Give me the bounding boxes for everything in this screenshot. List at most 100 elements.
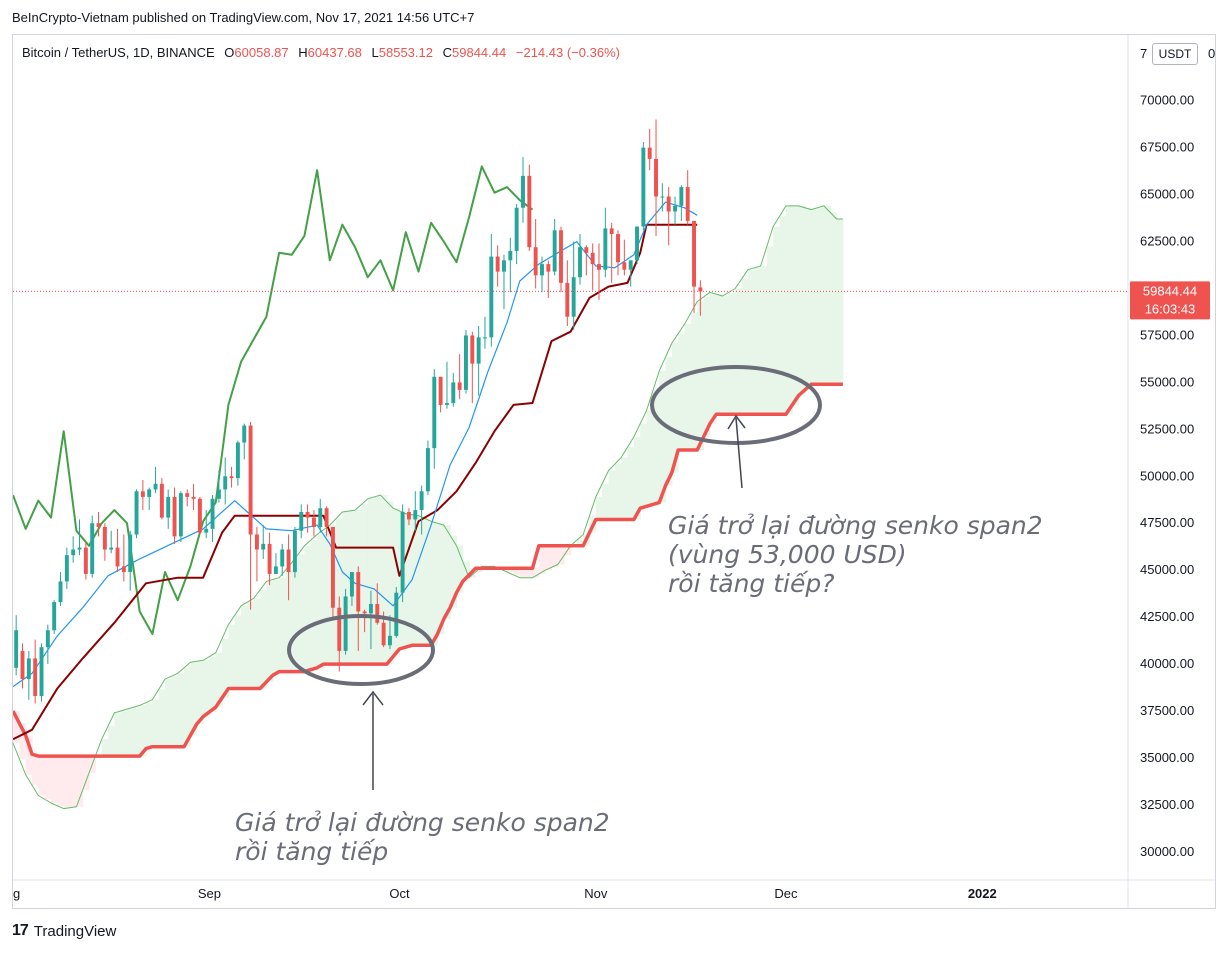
candle[interactable] <box>134 489 139 539</box>
candle[interactable] <box>343 588 348 655</box>
candle[interactable] <box>438 376 443 413</box>
candle[interactable] <box>210 495 215 542</box>
candle[interactable] <box>20 643 25 689</box>
candle[interactable] <box>305 504 310 533</box>
candle[interactable] <box>356 566 361 651</box>
ellipse-drawing[interactable] <box>650 365 822 445</box>
candle[interactable] <box>444 361 449 409</box>
candle[interactable] <box>609 222 614 283</box>
candle[interactable] <box>559 226 563 293</box>
candle[interactable] <box>476 326 481 396</box>
candle[interactable] <box>622 239 627 276</box>
candle[interactable] <box>216 470 221 503</box>
candle[interactable] <box>685 170 690 225</box>
candle[interactable] <box>571 241 576 330</box>
candle[interactable] <box>254 526 259 582</box>
candle[interactable] <box>52 600 57 635</box>
candle[interactable] <box>464 329 468 394</box>
candle[interactable] <box>635 226 639 265</box>
candle[interactable] <box>242 423 247 460</box>
candle[interactable] <box>229 466 234 488</box>
candle[interactable] <box>641 142 646 231</box>
candle[interactable] <box>679 185 684 221</box>
candle[interactable] <box>96 511 101 537</box>
candle[interactable] <box>159 478 164 520</box>
candle[interactable] <box>286 534 291 601</box>
candle[interactable] <box>185 489 190 507</box>
candle[interactable] <box>166 489 171 529</box>
candle[interactable] <box>324 506 329 537</box>
candle[interactable] <box>349 572 354 606</box>
candle[interactable] <box>533 219 538 289</box>
candle[interactable] <box>121 534 126 582</box>
candle[interactable] <box>77 519 82 556</box>
candle[interactable] <box>489 234 494 347</box>
candle[interactable] <box>502 254 506 310</box>
candle[interactable] <box>147 487 152 511</box>
candle[interactable] <box>584 245 589 276</box>
currency-button[interactable]: USDT <box>1152 43 1198 65</box>
candle[interactable] <box>299 504 304 539</box>
candle[interactable] <box>470 331 475 404</box>
candle[interactable] <box>647 128 652 171</box>
candle[interactable] <box>330 526 335 618</box>
candle[interactable] <box>273 553 278 574</box>
candle[interactable] <box>248 421 253 610</box>
candle[interactable] <box>90 515 95 578</box>
candle[interactable] <box>191 483 196 511</box>
candle[interactable] <box>419 485 424 535</box>
candle[interactable] <box>654 119 658 236</box>
candle[interactable] <box>495 245 500 287</box>
candle[interactable] <box>394 587 399 638</box>
candle[interactable] <box>292 526 297 578</box>
footer-brand[interactable]: 17 TradingView <box>12 922 116 940</box>
candle[interactable] <box>368 590 373 650</box>
candle[interactable] <box>337 596 342 672</box>
candle[interactable] <box>178 491 183 542</box>
candle[interactable] <box>590 243 595 291</box>
candle[interactable] <box>413 491 418 531</box>
candle[interactable] <box>58 572 63 606</box>
candle[interactable] <box>698 280 703 316</box>
candle[interactable] <box>83 542 88 580</box>
candle[interactable] <box>603 207 608 278</box>
candle[interactable] <box>115 528 120 573</box>
candle[interactable] <box>197 496 202 535</box>
candle[interactable] <box>406 508 411 526</box>
candle[interactable] <box>425 440 430 496</box>
candle[interactable] <box>223 457 228 505</box>
candle[interactable] <box>451 373 456 407</box>
symbol-label[interactable]: Bitcoin / TetherUS, 1D, BINANCE <box>22 45 215 60</box>
candle[interactable] <box>400 504 405 603</box>
chart-frame[interactable] <box>12 34 1216 909</box>
candle[interactable] <box>14 615 19 676</box>
arrow-shaft[interactable] <box>735 417 743 489</box>
candle[interactable] <box>39 643 44 702</box>
candle[interactable] <box>267 532 272 586</box>
candle[interactable] <box>666 187 671 246</box>
candle[interactable] <box>616 230 620 276</box>
candle[interactable] <box>153 466 158 494</box>
candle[interactable] <box>628 260 633 287</box>
candle[interactable] <box>33 639 38 704</box>
candle[interactable] <box>521 157 525 223</box>
candle[interactable] <box>483 316 487 349</box>
candle[interactable] <box>546 260 551 298</box>
candle[interactable] <box>432 369 437 469</box>
candle[interactable] <box>362 609 367 633</box>
candle[interactable] <box>280 543 285 576</box>
candle[interactable] <box>318 498 323 533</box>
candle[interactable] <box>527 164 532 251</box>
candle[interactable] <box>204 510 209 539</box>
candle[interactable] <box>102 523 107 561</box>
candle[interactable] <box>673 196 677 225</box>
candle[interactable] <box>140 480 145 511</box>
candle[interactable] <box>660 183 665 212</box>
candle[interactable] <box>387 615 392 650</box>
candle[interactable] <box>457 354 462 400</box>
candle[interactable] <box>578 234 582 285</box>
candle[interactable] <box>64 547 69 589</box>
candle[interactable] <box>514 204 519 265</box>
candle[interactable] <box>71 536 76 563</box>
